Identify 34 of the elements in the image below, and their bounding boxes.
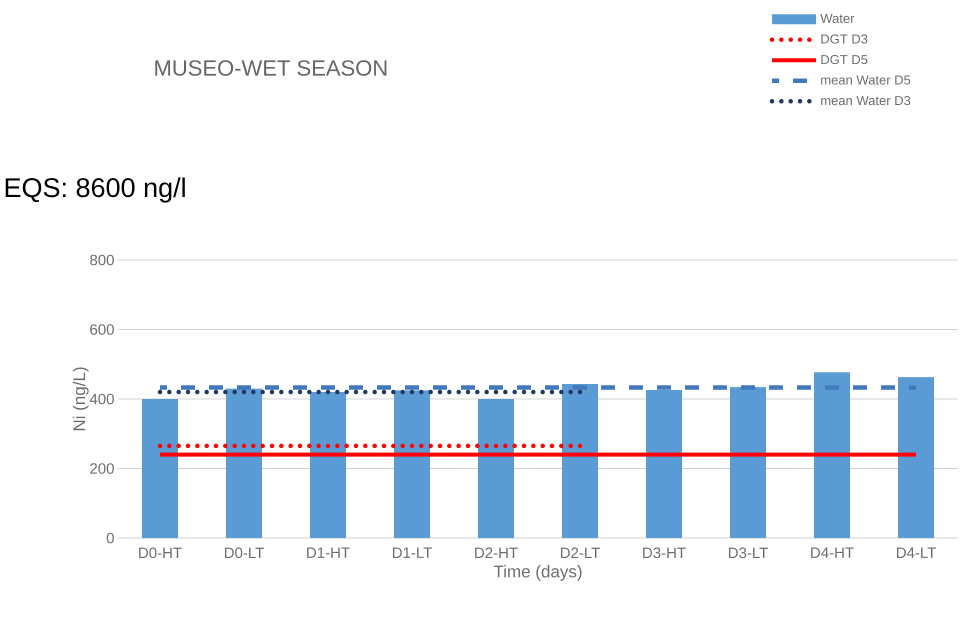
y-tick-label: 200: [90, 463, 114, 474]
x-axis-title: Time (days): [494, 564, 582, 581]
legend-label: Water: [820, 14, 854, 24]
bar: [814, 372, 850, 538]
bar: [394, 390, 430, 538]
y-tick-label: 0: [106, 532, 114, 544]
legend-label: mean Water D3: [821, 96, 910, 106]
bar: [646, 390, 682, 538]
bar: [730, 387, 766, 538]
x-tick-label: D2-HT: [475, 548, 518, 558]
bar: [142, 399, 178, 538]
y-axis-title: Ni (ng/L): [72, 367, 89, 430]
chart-title: MUSEO-WET SEASON: [155, 60, 386, 76]
bar: [226, 388, 262, 538]
x-tick-label: D4-HT: [811, 548, 854, 558]
legend-label: mean Water D5: [821, 76, 910, 85]
bar: [310, 392, 346, 538]
x-tick-label: D4-LT: [896, 548, 936, 558]
y-tick-label: 600: [90, 324, 114, 335]
x-tick-label: D3-HT: [643, 548, 686, 558]
y-tick-label: 800: [90, 254, 114, 266]
bar: [898, 377, 934, 538]
x-tick-label: D1-LT: [392, 548, 432, 558]
x-tick-label: D0-HT: [139, 548, 182, 558]
legend-label: DGT D5: [821, 54, 868, 64]
text: EQS: 8600 ng/l: [6, 177, 185, 203]
x-tick-label: D3-LT: [728, 548, 768, 558]
y-tick-label: 400: [90, 394, 114, 404]
x-tick-label: D2-LT: [560, 548, 600, 558]
bar: [478, 399, 514, 538]
legend-label: DGT D3: [821, 34, 868, 44]
x-tick-label: D0-LT: [224, 548, 264, 558]
bar: [562, 384, 598, 538]
x-tick-label: D1-HT: [307, 548, 350, 558]
